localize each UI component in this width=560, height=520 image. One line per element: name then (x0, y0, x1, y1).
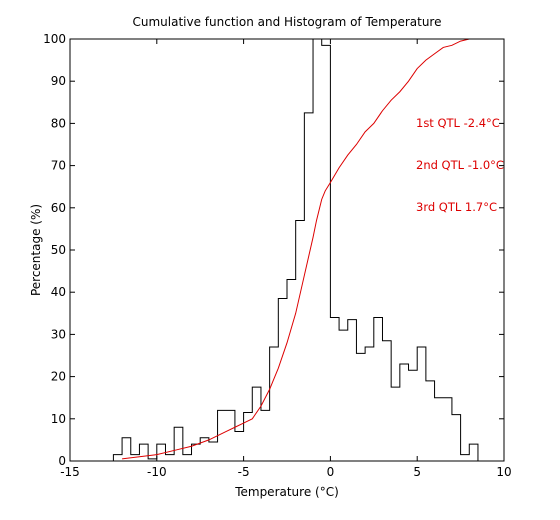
x-tick-label: -10 (147, 465, 167, 479)
y-tick-label: 70 (51, 159, 66, 173)
chart-title: Cumulative function and Histogram of Tem… (133, 15, 442, 29)
y-tick-label: 40 (51, 285, 66, 299)
y-axis-label: Percentage (%) (29, 204, 43, 296)
cumulative-line (122, 38, 504, 460)
y-tick-label: 20 (51, 370, 66, 384)
histogram-layer (112, 38, 479, 461)
y-tick-label: 60 (51, 201, 66, 215)
quantile-annotations: 1st QTL -2.4°C 2nd QTL -1.0°C 3rd QTL 1.… (416, 116, 504, 214)
y-tick-label: 30 (51, 327, 66, 341)
quantile-label-3: 3rd QTL 1.7°C (416, 200, 497, 214)
x-tick-label: 0 (327, 465, 335, 479)
x-tick-label: 10 (496, 465, 511, 479)
y-tick-label: 90 (51, 74, 66, 88)
histogram-outline (112, 38, 479, 461)
cumulative-layer (122, 38, 504, 460)
quantile-label-1: 1st QTL -2.4°C (416, 116, 500, 130)
y-tick-label: 80 (51, 116, 66, 130)
x-tick-label: -5 (238, 465, 250, 479)
quantile-label-2: 2nd QTL -1.0°C (416, 158, 504, 172)
y-tick-label: 0 (58, 454, 66, 468)
x-tick-label: 5 (413, 465, 421, 479)
y-tick-label: 50 (51, 243, 66, 257)
y-tick-label: 10 (51, 412, 66, 426)
x-tick-label: -15 (60, 465, 80, 479)
x-axis-label: Temperature (°C) (234, 485, 339, 499)
y-tick-label: 100 (43, 32, 66, 46)
